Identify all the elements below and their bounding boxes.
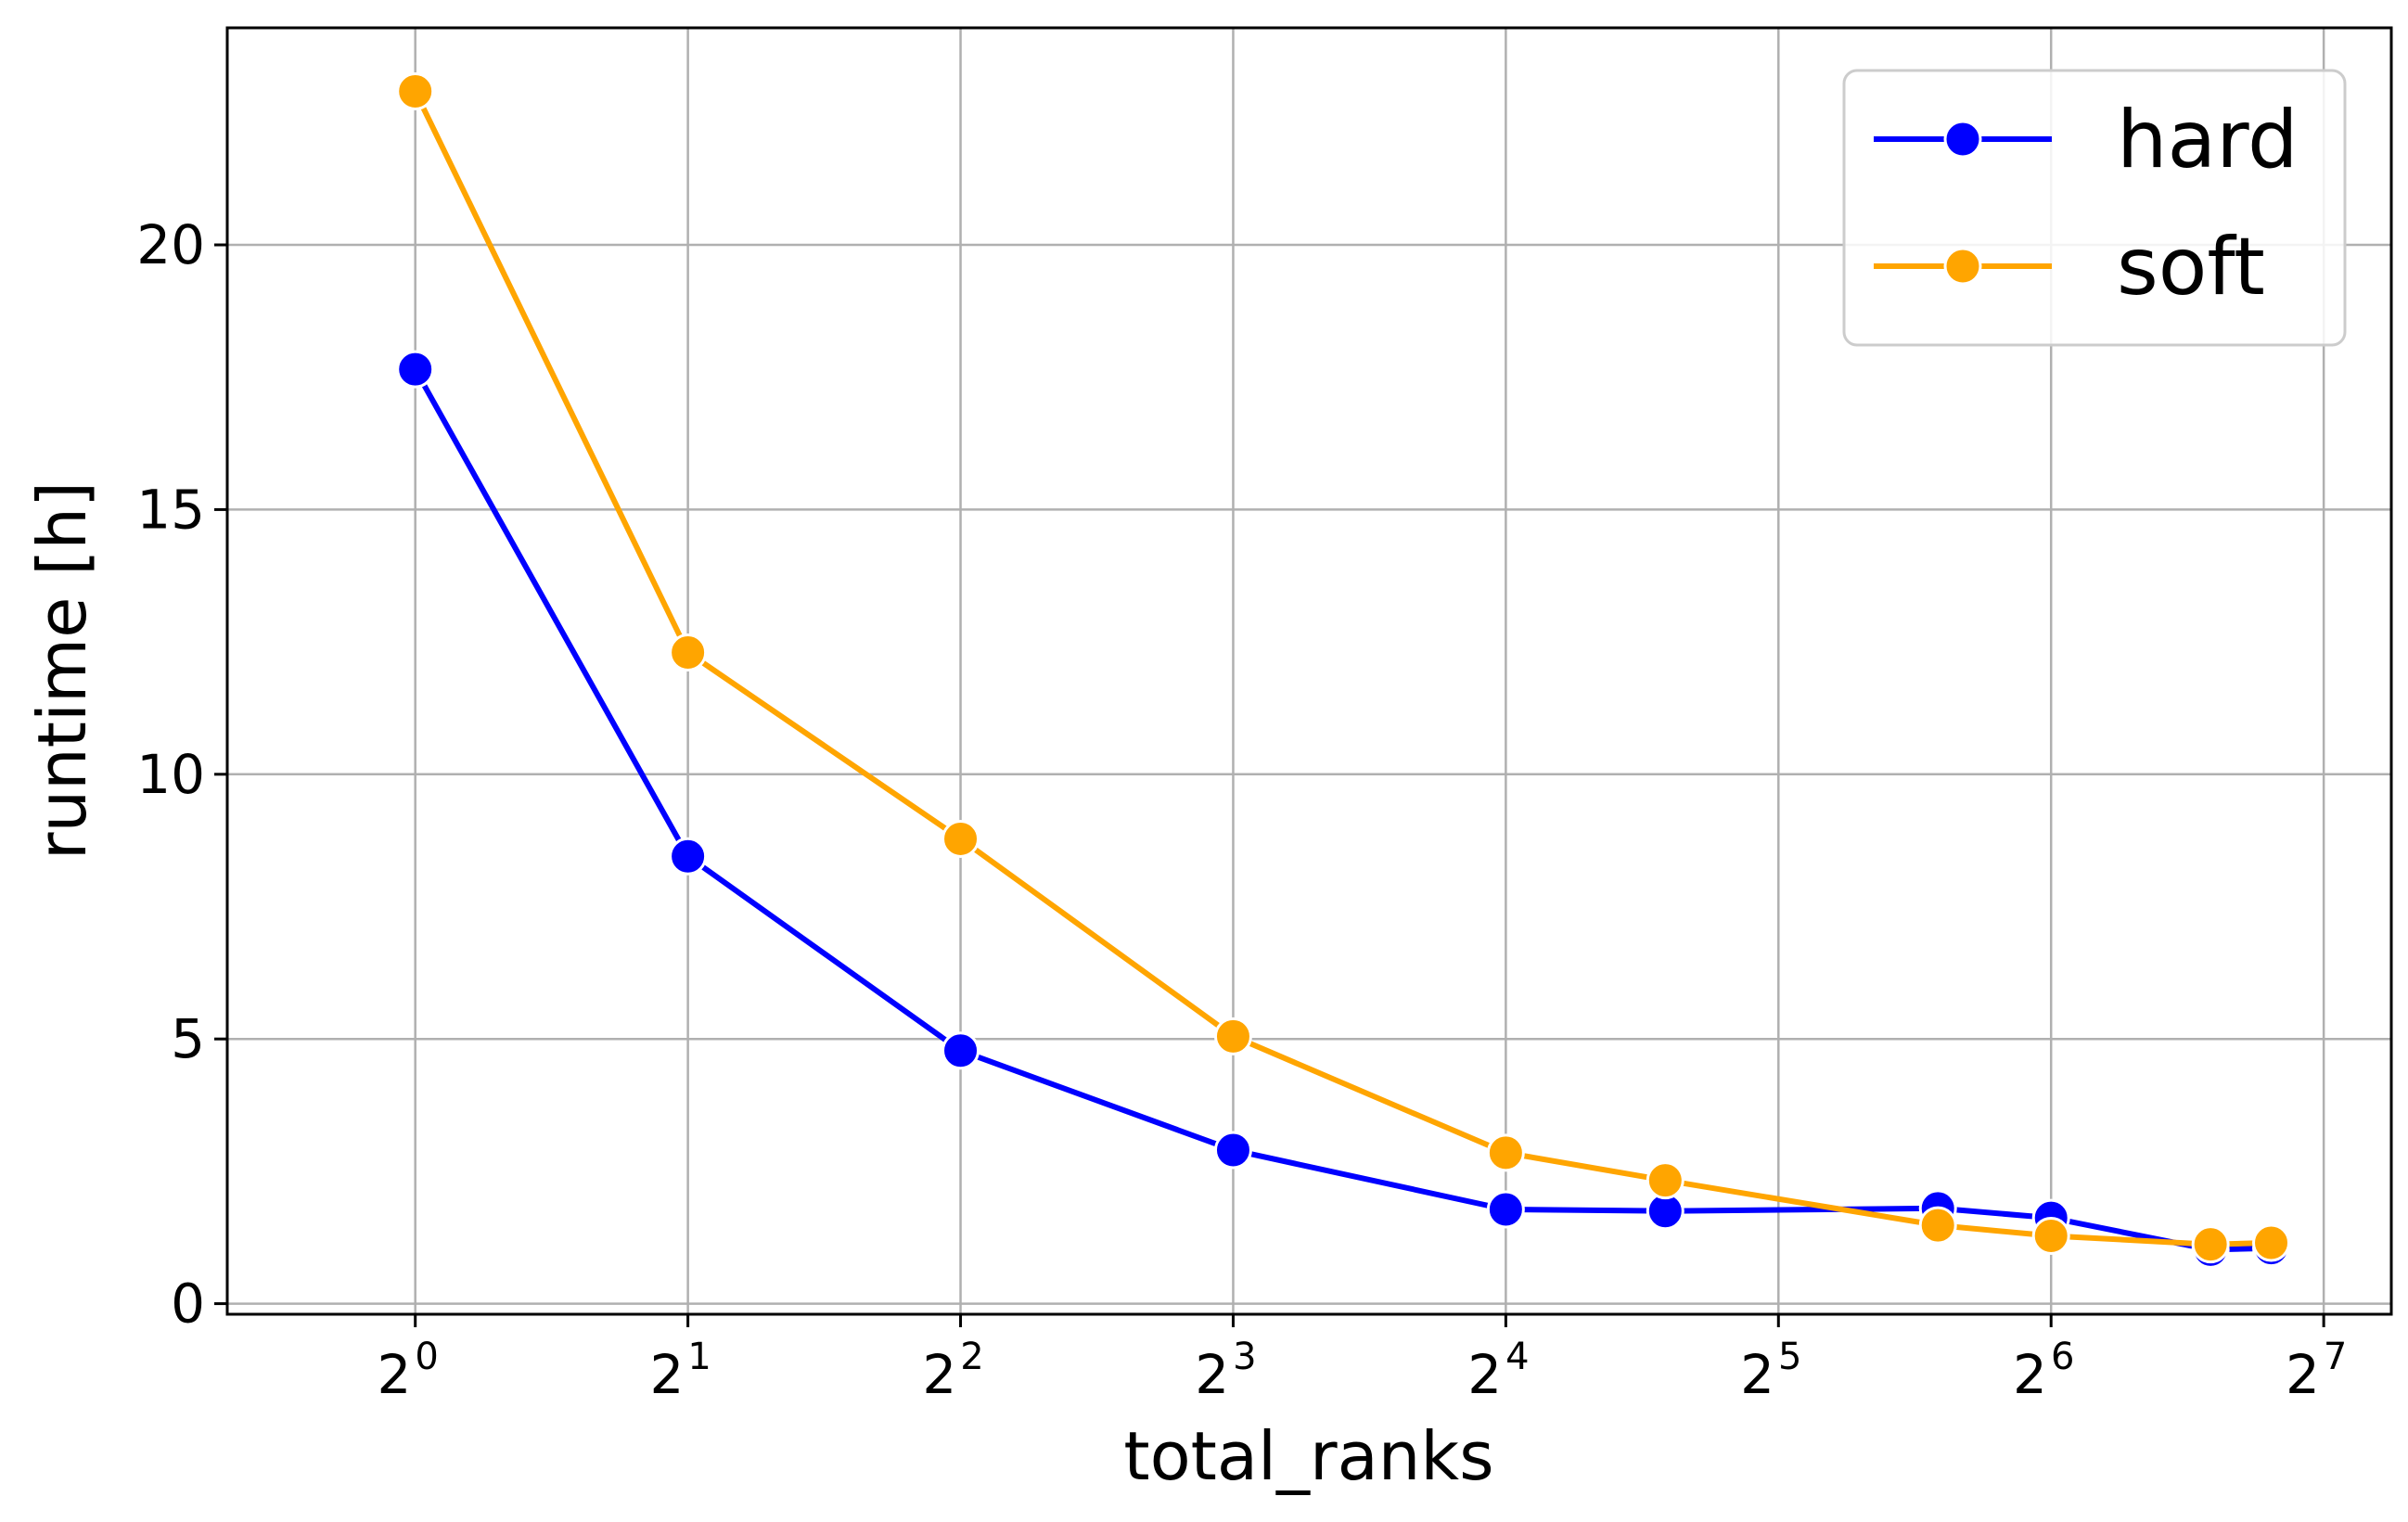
data-point-hard (396, 350, 435, 389)
legend-label-hard: hard (2117, 94, 2299, 186)
data-point-hard (941, 1031, 980, 1070)
x-tick-exponent: 1 (687, 1336, 711, 1378)
data-point-hard (669, 837, 708, 876)
x-tick-exponent: 4 (1505, 1336, 1529, 1378)
y-tick-label: 15 (136, 478, 205, 541)
data-point-soft (1213, 1017, 1252, 1055)
plot-frame (225, 26, 2393, 1316)
x-tick-base: 2 (922, 1343, 956, 1406)
data-point-soft (2191, 1225, 2230, 1264)
data-point-soft (1646, 1161, 1684, 1200)
data-point-soft (2031, 1217, 2070, 1256)
data-point-hard (1486, 1190, 1525, 1229)
data-point-soft (941, 819, 980, 858)
data-point-soft (669, 633, 708, 672)
x-tick-base: 2 (1740, 1343, 1774, 1406)
legend: hard soft (1842, 69, 2347, 347)
x-tick-base: 2 (1467, 1343, 1502, 1406)
x-tick-base: 2 (1195, 1343, 1229, 1406)
y-axis-label: runtime [h] (23, 481, 101, 860)
x-tick-base: 2 (2013, 1343, 2047, 1406)
y-tick-label: 10 (136, 743, 205, 806)
x-tick-base: 2 (649, 1343, 684, 1406)
x-tick-base: 2 (2286, 1343, 2320, 1406)
x-tick-base: 2 (378, 1343, 412, 1406)
x-tick-exponent: 2 (960, 1336, 983, 1378)
x-tick-exponent: 3 (1233, 1336, 1256, 1378)
series-line-soft (413, 90, 2272, 1247)
legend-marker-hard (1943, 120, 1982, 159)
data-point-soft (1918, 1206, 1957, 1245)
series-line-hard (413, 367, 2272, 1253)
x-tick-exponent: 7 (2324, 1336, 2347, 1378)
x-tick-exponent: 0 (415, 1336, 438, 1378)
x-tick-exponent: 6 (2051, 1336, 2074, 1378)
data-point-soft (1486, 1133, 1525, 1172)
data-point-soft (396, 71, 435, 110)
legend-marker-soft (1943, 247, 1982, 286)
data-point-hard (1213, 1131, 1252, 1170)
y-tick-label: 20 (136, 213, 205, 276)
data-point-soft (2252, 1223, 2291, 1262)
legend-label-soft: soft (2117, 221, 2265, 313)
plot-series (396, 71, 2291, 1269)
y-tick-label: 5 (171, 1007, 205, 1070)
y-tick-label: 0 (171, 1273, 205, 1336)
x-axis-label: total_ranks (1123, 1417, 1493, 1495)
x-tick-exponent: 5 (1778, 1336, 1801, 1378)
y-axis-ticks: 0 5 10 15 20 (136, 213, 227, 1336)
